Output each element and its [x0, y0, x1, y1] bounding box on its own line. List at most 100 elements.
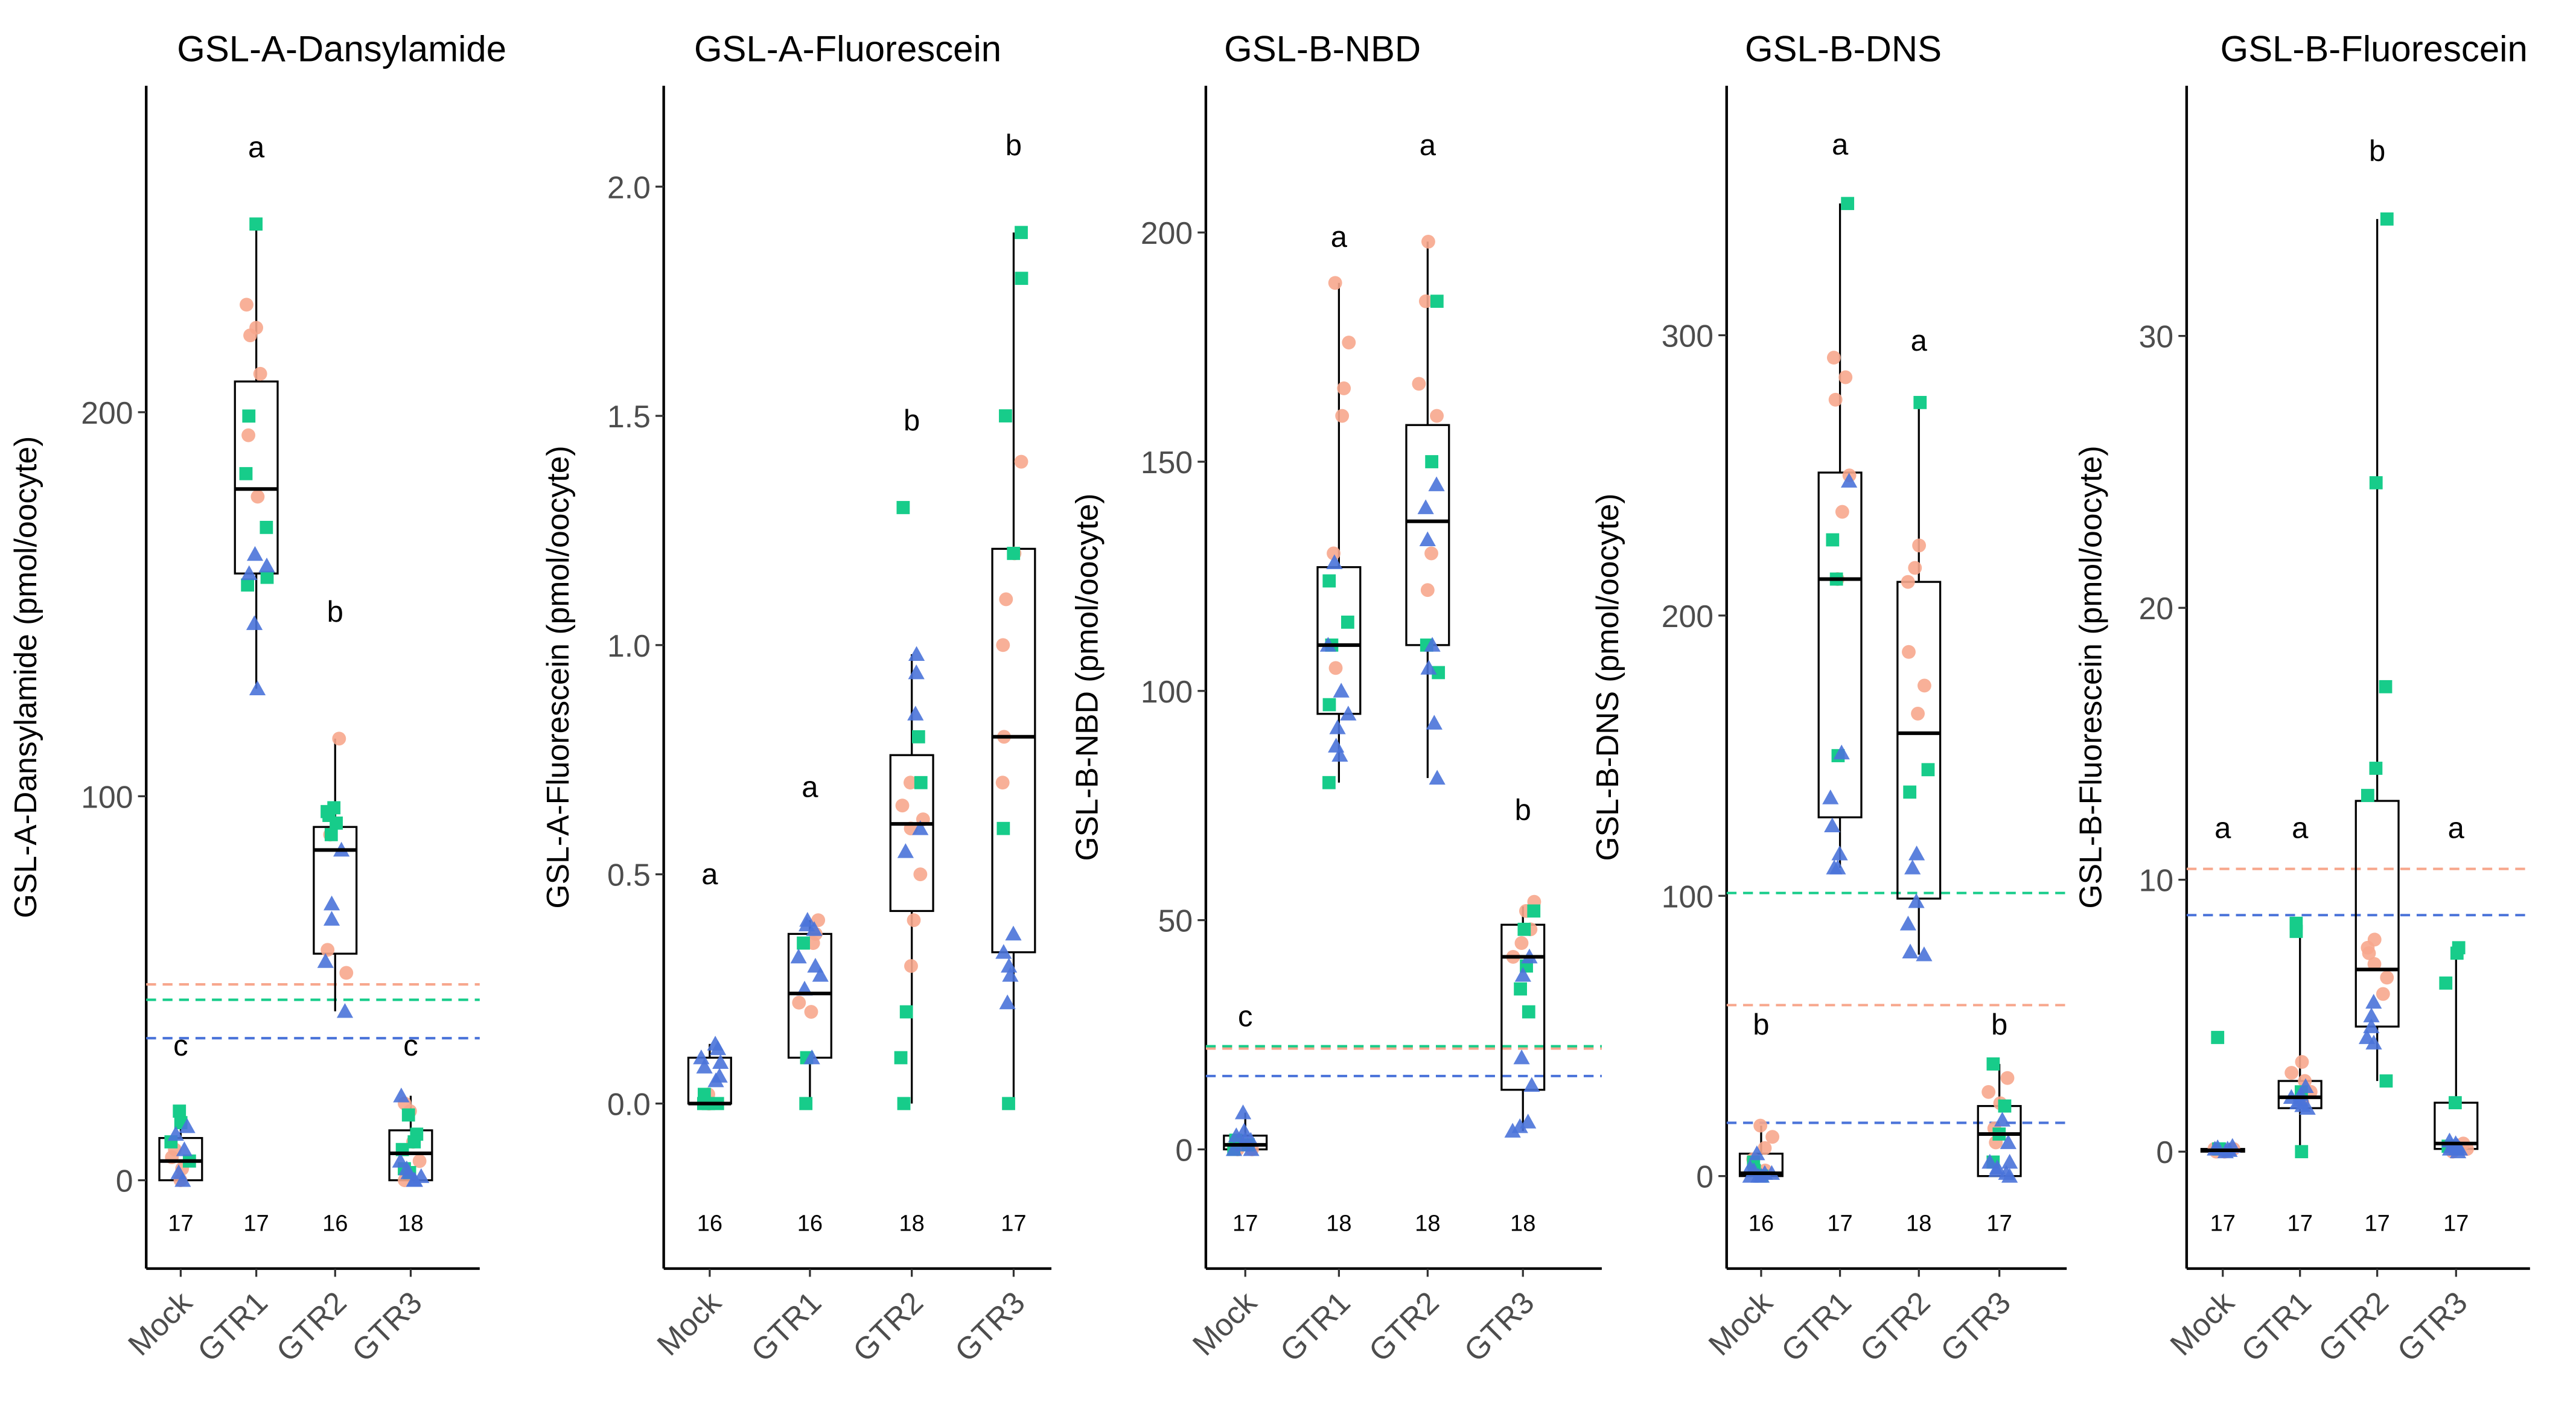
data-point-square	[1322, 698, 1336, 712]
data-point-triangle	[912, 820, 929, 835]
significance-letter: a	[248, 131, 265, 164]
data-point-triangle	[1829, 859, 1846, 875]
data-point-square	[2448, 1096, 2462, 1109]
data-point-triangle	[1908, 893, 1925, 908]
data-point-triangle	[167, 1126, 184, 1141]
y-axis-label: GSL-B-NBD (pmol/oocyte)	[1069, 493, 1104, 861]
data-point-triangle	[1998, 1165, 2015, 1180]
data-point-circle	[2000, 1071, 2015, 1085]
data-point-triangle	[258, 557, 275, 573]
data-point-circle	[1765, 1130, 1780, 1144]
data-point-triangle	[1822, 789, 1839, 805]
y-axis-label: GSL-B-Fluorescein (pmol/oocyte)	[2073, 445, 2108, 908]
y-tick-label: 300	[1662, 319, 1714, 354]
data-point-triangle	[413, 1168, 430, 1184]
data-point-circle	[2362, 946, 2376, 960]
data-point-square	[996, 821, 1010, 835]
x-tick-label: GTR3	[948, 1285, 1031, 1369]
data-point-triangle	[1908, 845, 1925, 861]
data-point-square	[1015, 272, 1028, 285]
data-point-triangle	[908, 664, 925, 680]
data-point-square	[1430, 295, 1444, 308]
data-point-circle	[320, 943, 335, 957]
x-tick-label: Mock	[1701, 1284, 1779, 1362]
y-tick-label: 0	[1175, 1132, 1193, 1167]
data-point-triangle	[1831, 845, 1848, 861]
data-point-square	[1322, 776, 1336, 789]
x-tick-label: GTR3	[2390, 1285, 2474, 1369]
significance-letter: a	[701, 858, 718, 891]
data-point-triangle	[696, 1059, 713, 1074]
data-point-square	[1826, 533, 1840, 547]
data-point-triangle	[1420, 660, 1437, 675]
box	[1817, 471, 1863, 818]
data-point-circle	[1838, 370, 1853, 384]
data-point-triangle	[709, 1040, 727, 1056]
data-point-circle	[241, 428, 256, 442]
data-point-triangle	[1333, 683, 1350, 698]
y-tick-label: 100	[1141, 674, 1193, 709]
sample-size-label: 17	[2364, 1211, 2389, 1236]
data-point-square	[797, 936, 810, 950]
significance-letter: b	[1991, 1008, 2007, 1041]
significance-letter: a	[802, 771, 818, 804]
data-point-triangle	[1833, 744, 1850, 760]
data-point-circle	[1835, 505, 1849, 519]
data-point-triangle	[336, 1003, 354, 1018]
data-point-triangle	[1902, 943, 1919, 959]
data-point-circle	[1753, 1118, 1768, 1133]
data-point-circle	[1418, 294, 1433, 308]
data-point-triangle	[1340, 706, 1357, 721]
data-point-circle	[1412, 377, 1426, 391]
data-point-square	[1015, 226, 1028, 240]
data-point-triangle	[241, 565, 258, 581]
sample-size-label: 17	[1232, 1211, 1258, 1236]
data-point-circle	[1758, 1141, 1772, 1155]
data-point-square	[1903, 785, 1917, 799]
y-tick-label: 1.5	[607, 399, 651, 434]
data-point-square	[2295, 1145, 2309, 1159]
data-point-square	[897, 1097, 911, 1110]
data-point-triangle	[1417, 499, 1434, 514]
data-point-triangle	[170, 1164, 187, 1179]
data-point-square	[320, 805, 334, 818]
data-point-square	[896, 501, 910, 514]
y-axis-label: GSL-B-DNS (pmol/oocyte)	[1590, 493, 1625, 861]
data-point-circle	[2380, 970, 2394, 985]
data-point-triangle	[1228, 1127, 1245, 1142]
sample-size-label: 17	[1827, 1211, 1852, 1236]
data-point-square	[407, 1135, 421, 1149]
sample-size-label: 18	[1906, 1211, 1931, 1236]
data-point-circle	[804, 1005, 818, 1019]
sample-size-label: 17	[1001, 1211, 1026, 1236]
significance-letter: b	[327, 596, 343, 628]
significance-letter: a	[2448, 812, 2465, 844]
data-point-triangle	[1904, 859, 1921, 875]
data-point-triangle	[812, 967, 829, 982]
data-point-circle	[412, 1154, 427, 1168]
data-point-circle	[996, 638, 1010, 652]
data-point-square	[2369, 476, 2383, 489]
data-point-circle	[1342, 336, 1356, 349]
data-point-circle	[999, 592, 1013, 607]
data-point-triangle	[999, 994, 1016, 1010]
data-point-triangle	[317, 953, 334, 968]
significance-letter: a	[1832, 129, 1849, 161]
sample-size-label: 18	[1415, 1211, 1440, 1236]
data-point-square	[242, 409, 256, 423]
data-point-triangle	[1429, 770, 1446, 785]
data-point-triangle	[907, 706, 924, 721]
y-axis-label: GSL-A-Dansylamide (pmol/oocyte)	[8, 436, 43, 919]
x-tick-label: GTR1	[191, 1285, 275, 1369]
data-point-circle	[1912, 538, 1927, 553]
data-point-square	[401, 1108, 415, 1122]
data-point-square	[1527, 904, 1541, 918]
data-point-triangle	[798, 916, 815, 932]
data-point-circle	[792, 995, 806, 1010]
data-point-square	[2439, 976, 2453, 990]
data-point-circle	[1911, 706, 1925, 721]
data-point-square	[2289, 925, 2303, 938]
data-point-circle	[1424, 546, 1438, 561]
x-tick-label: GTR1	[744, 1285, 828, 1369]
data-point-triangle	[1749, 1145, 1765, 1161]
